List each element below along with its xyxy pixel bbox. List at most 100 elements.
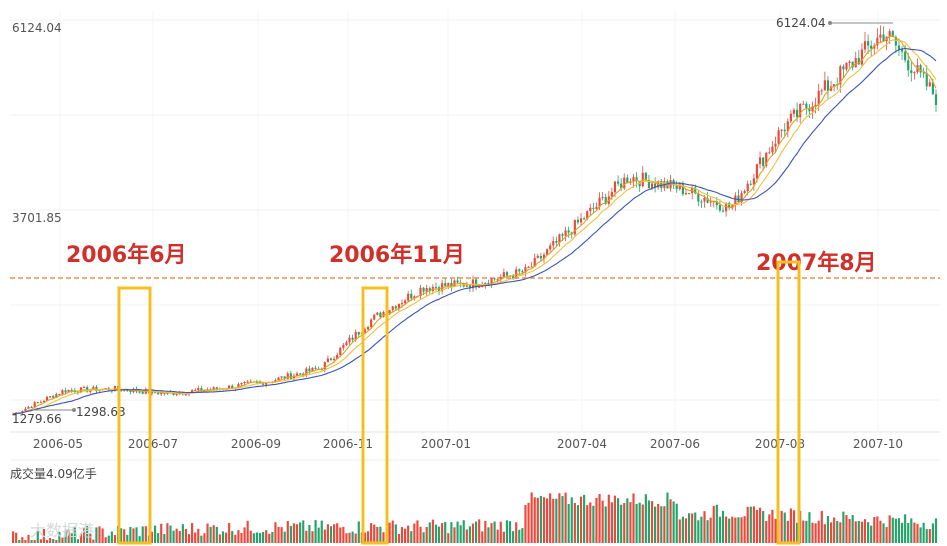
candle-body bbox=[681, 183, 684, 195]
volume-bar bbox=[456, 521, 459, 543]
volume-bar bbox=[632, 493, 635, 543]
volume-bar bbox=[487, 527, 490, 543]
candle-body bbox=[61, 390, 64, 395]
volume-bar bbox=[518, 529, 521, 543]
candle-body bbox=[518, 269, 521, 272]
candle-body bbox=[314, 367, 317, 369]
volume-bar bbox=[33, 540, 36, 543]
volume-bar bbox=[150, 531, 154, 543]
volume-bar bbox=[752, 506, 755, 543]
volume-bar bbox=[447, 533, 450, 543]
candle-body bbox=[758, 157, 762, 165]
candle-body bbox=[586, 211, 589, 219]
candle-body bbox=[755, 164, 759, 179]
volume-bar bbox=[295, 524, 299, 543]
y-tick-high: 6124.04 bbox=[12, 21, 62, 35]
candle-body bbox=[295, 373, 299, 376]
volume-bar bbox=[907, 522, 910, 543]
candle-body bbox=[265, 382, 268, 385]
candle-body bbox=[237, 384, 240, 388]
volume-bar bbox=[885, 527, 888, 543]
volume-bar bbox=[400, 527, 404, 543]
volume-bar bbox=[311, 531, 314, 543]
volume-bar bbox=[431, 519, 434, 543]
volume-bar bbox=[444, 521, 447, 543]
highlight-box-2007-08 bbox=[776, 260, 801, 545]
candle-body bbox=[305, 368, 308, 376]
volume-bar bbox=[823, 524, 826, 543]
candle-body bbox=[512, 276, 515, 279]
volume-bar bbox=[833, 517, 836, 543]
candle-body bbox=[897, 45, 901, 50]
volume-bar bbox=[817, 520, 820, 543]
candle-body bbox=[30, 406, 33, 408]
candle-body bbox=[49, 396, 52, 398]
volume-bar bbox=[623, 502, 626, 543]
volume-bar bbox=[271, 531, 274, 543]
candle-body bbox=[231, 385, 234, 389]
volume-bar bbox=[363, 532, 367, 543]
volume-bar bbox=[462, 520, 465, 543]
candle-body bbox=[456, 280, 459, 283]
candle-body bbox=[931, 82, 934, 95]
volume-bar bbox=[123, 529, 126, 543]
volume-bar bbox=[376, 526, 379, 543]
volume-bar bbox=[922, 522, 925, 543]
volume-bar bbox=[73, 526, 76, 543]
volume-bar bbox=[607, 494, 610, 543]
candle-body bbox=[629, 181, 632, 183]
candle-body bbox=[613, 181, 617, 193]
volume-bar bbox=[913, 522, 916, 543]
candle-body bbox=[24, 408, 27, 412]
candle-body bbox=[450, 282, 453, 287]
volume-bar bbox=[113, 535, 117, 543]
volume-bar bbox=[681, 516, 684, 543]
volume-bar bbox=[370, 523, 373, 543]
candle-body bbox=[542, 254, 546, 259]
x-tick-label: 2007-08 bbox=[755, 437, 805, 451]
candle-body bbox=[876, 37, 879, 46]
volume-bar bbox=[919, 527, 922, 543]
volume-bar bbox=[505, 520, 509, 543]
volume-bar bbox=[811, 522, 814, 543]
volume-bar bbox=[558, 493, 561, 543]
volume-bar bbox=[931, 523, 934, 543]
candle-body bbox=[400, 303, 404, 305]
volume-bar bbox=[308, 524, 311, 543]
candle-body bbox=[370, 319, 373, 328]
volume-bar bbox=[873, 517, 876, 543]
candle-body bbox=[425, 288, 428, 292]
candle-body bbox=[21, 411, 24, 414]
candle-body bbox=[530, 266, 533, 268]
candle-body bbox=[910, 70, 913, 74]
volume-bar bbox=[592, 505, 595, 543]
volume-bar bbox=[783, 512, 786, 543]
volume-bar bbox=[715, 504, 718, 543]
volume-bar bbox=[299, 522, 302, 543]
volume-bar bbox=[18, 540, 21, 543]
candle-body bbox=[845, 62, 848, 70]
candle-body bbox=[86, 387, 89, 392]
volume-bar bbox=[320, 520, 323, 543]
volume-bar bbox=[762, 511, 765, 543]
volume-bar bbox=[867, 522, 870, 543]
volume-bar bbox=[407, 525, 410, 543]
volume-bar bbox=[110, 531, 113, 543]
volume-bar bbox=[422, 532, 425, 543]
candle-body bbox=[67, 389, 70, 393]
candle-body bbox=[33, 402, 36, 408]
volume-bar bbox=[576, 505, 580, 543]
volume-bar bbox=[555, 498, 558, 543]
volume-bar bbox=[792, 510, 796, 543]
candle-body bbox=[70, 389, 73, 391]
volume-bar bbox=[583, 494, 586, 543]
volume-bar bbox=[925, 529, 928, 543]
volume-bar bbox=[194, 532, 197, 543]
volume-bar bbox=[740, 517, 743, 543]
candle-body bbox=[814, 104, 817, 107]
volume-bar bbox=[468, 526, 471, 543]
volume-bar bbox=[437, 526, 441, 543]
volume-bar bbox=[641, 504, 644, 543]
candle-body bbox=[434, 286, 438, 288]
volume-bar bbox=[30, 540, 33, 543]
